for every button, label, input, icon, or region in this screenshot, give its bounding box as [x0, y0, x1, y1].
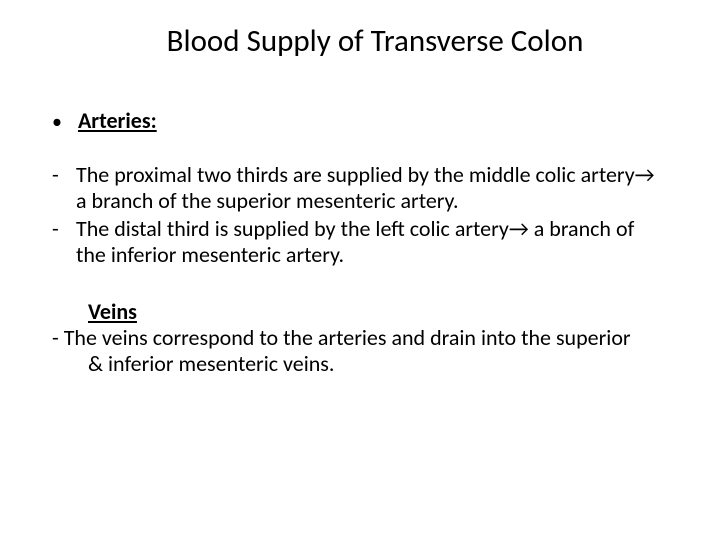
- veins-body-line2: & inferior mesenteric veins.: [52, 351, 668, 377]
- content-area: • Arteries: - The proximal two thirds ar…: [52, 108, 668, 377]
- veins-section: Veins - The veins correspond to the arte…: [52, 298, 668, 377]
- artery-item-text: The distal third is supplied by the left…: [76, 216, 668, 268]
- artery-item: - The distal third is supplied by the le…: [52, 216, 668, 268]
- bullet-icon: •: [52, 110, 62, 134]
- artery-item-text: The proximal two thirds are supplied by …: [76, 162, 668, 214]
- dash-icon: -: [52, 216, 62, 242]
- artery-item: - The proximal two thirds are supplied b…: [52, 162, 668, 214]
- slide-title: Blood Supply of Transverse Colon: [80, 22, 670, 60]
- arteries-heading-row: • Arteries:: [52, 108, 668, 134]
- dash-icon: -: [52, 162, 62, 188]
- arteries-heading: Arteries:: [78, 108, 157, 134]
- veins-heading: Veins: [88, 298, 668, 325]
- veins-body: - The veins correspond to the arteries a…: [52, 325, 668, 377]
- veins-body-line1: - The veins correspond to the arteries a…: [52, 325, 668, 351]
- slide-container: Blood Supply of Transverse Colon • Arter…: [0, 0, 720, 540]
